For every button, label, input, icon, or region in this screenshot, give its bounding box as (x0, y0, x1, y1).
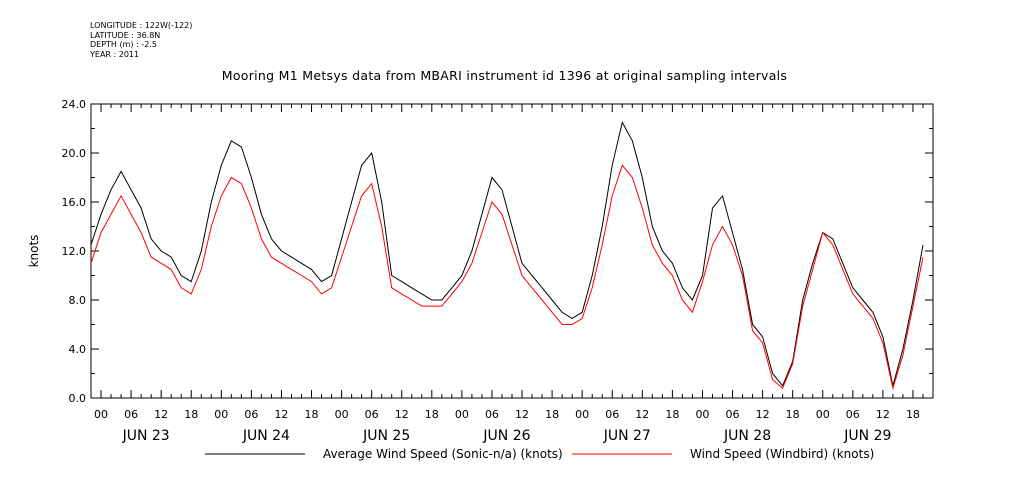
x-tick-label: 18 (305, 408, 319, 421)
chart-title: Mooring M1 Metsys data from MBARI instru… (221, 68, 788, 83)
legend-label-windbird: Wind Speed (Windbird) (knots) (690, 447, 874, 461)
x-tick-label: 18 (786, 408, 800, 421)
year-label: YEAR : 2011 (90, 49, 140, 59)
x-tick-label: 06 (485, 408, 499, 421)
day-label: JUN 28 (723, 428, 771, 444)
x-tick-label: 12 (635, 408, 649, 421)
day-label: JUN 27 (603, 428, 651, 444)
x-tick-label: 18 (184, 408, 198, 421)
x-tick-label: 12 (515, 408, 529, 421)
longitude-label: LONGITUDE : 122W(-122) (90, 21, 193, 30)
x-tick-label: 06 (726, 408, 740, 421)
day-label: JUN 29 (843, 428, 891, 444)
y-tick-label: 8.0 (69, 294, 87, 307)
day-label: JUN 26 (482, 428, 530, 444)
metadata-block: LONGITUDE : 122W(-122) LATITUDE : 36.8N … (90, 21, 192, 59)
x-tick-label: 06 (605, 408, 619, 421)
x-tick-labels: 00 06 12 18 00 06 12 18 00 06 12 18 00 06 12 18 00 06 12 18… (94, 408, 920, 421)
x-tick-label: 12 (756, 408, 770, 421)
y-axis-label: knots (27, 235, 41, 268)
x-tick-label: 06 (244, 408, 258, 421)
x-tick-label: 00 (575, 408, 589, 421)
day-label: JUN 23 (122, 428, 170, 444)
series-line-windbird (90, 164, 924, 391)
x-tick-label: 06 (846, 408, 860, 421)
latitude-label: LATITUDE : 36.8N (90, 30, 161, 40)
x-tick-label: 00 (335, 408, 349, 421)
x-tick-label: 00 (214, 408, 228, 421)
plot-frame (90, 103, 934, 399)
x-tick-label: 12 (876, 408, 890, 421)
x-tick-label: 18 (665, 408, 679, 421)
day-label: JUN 24 (242, 428, 290, 444)
x-tick-label: 00 (695, 408, 709, 421)
x-tick-label: 06 (365, 408, 379, 421)
legend-label-sonic: Average Wind Speed (Sonic-n/a) (knots) (323, 447, 563, 461)
x-tick-label: 12 (154, 408, 168, 421)
y-tick-label: 16.0 (62, 196, 87, 209)
y-tick-label: 12.0 (62, 245, 87, 258)
day-labels: JUN 23 JUN 24 JUN 25 JUN 26 JUN 27 JUN 28 JUN … (122, 428, 892, 444)
y-tick-label: 24.0 (62, 98, 87, 111)
axis-ticks (90, 103, 934, 399)
x-tick-label: 12 (395, 408, 409, 421)
x-tick-label: 00 (816, 408, 830, 421)
x-tick-label: 06 (124, 408, 138, 421)
x-tick-label: 00 (455, 408, 469, 421)
depth-label: DEPTH (m) : -2.5 (90, 40, 157, 49)
x-tick-label: 12 (274, 408, 288, 421)
y-tick-label: 4.0 (69, 343, 87, 356)
legend: Average Wind Speed (Sonic-n/a) (knots) W… (205, 447, 874, 461)
day-label: JUN 25 (362, 428, 410, 444)
x-tick-label: 00 (94, 408, 108, 421)
y-tick-label: 0.0 (69, 392, 87, 405)
x-tick-label: 18 (906, 408, 920, 421)
x-tick-label: 18 (425, 408, 439, 421)
series-line-sonic (90, 121, 924, 387)
y-tick-labels: 0.0 4.0 8.0 12.0 16.0 20.0 24.0 (62, 98, 87, 405)
data-series (90, 121, 924, 391)
y-tick-label: 20.0 (62, 147, 87, 160)
x-tick-label: 18 (545, 408, 559, 421)
